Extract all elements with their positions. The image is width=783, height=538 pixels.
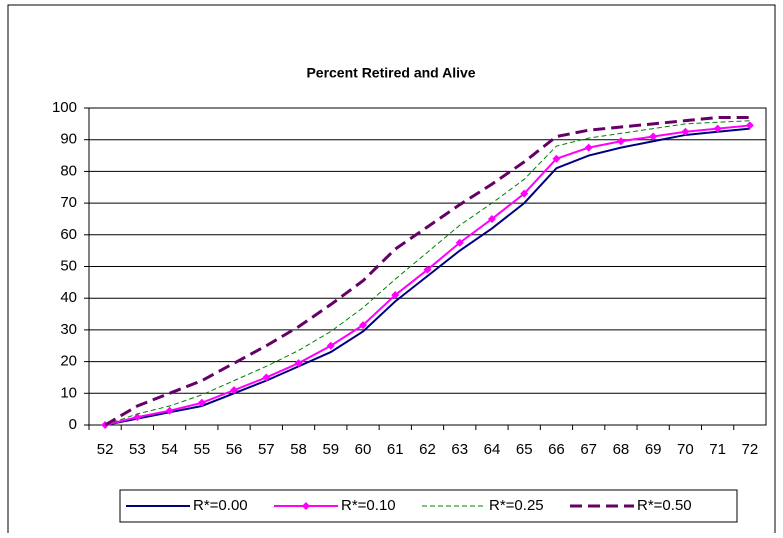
point-marker (391, 291, 400, 300)
point-marker (681, 127, 690, 136)
series-line (104, 116, 750, 427)
x-tick-label: 66 (548, 441, 565, 458)
point-marker (745, 121, 754, 130)
point-marker (359, 321, 368, 330)
y-tick-label: 80 (60, 162, 77, 179)
x-tick-label: 52 (97, 441, 114, 458)
y-tick-label: 90 (60, 131, 77, 148)
chart-title: Percent Retired and Alive (306, 65, 475, 81)
x-tick-label: 71 (709, 441, 726, 458)
legend-label: R*=0.25 (489, 497, 544, 514)
x-tick-label: 70 (677, 441, 694, 458)
legend-label: R*=0.10 (341, 497, 396, 514)
y-tick-label: 30 (60, 321, 77, 338)
x-tick-label: 67 (580, 441, 597, 458)
legend-label: R*=0.50 (637, 497, 692, 514)
x-tick-label: 55 (193, 441, 210, 458)
x-tick-label: 53 (129, 441, 146, 458)
x-tick-label: 56 (226, 441, 243, 458)
series-line (104, 127, 750, 426)
x-tick-label: 63 (451, 441, 468, 458)
point-marker (520, 189, 529, 198)
point-marker (165, 406, 174, 415)
y-tick-label: 20 (60, 353, 77, 370)
legend-box (119, 489, 738, 523)
point-marker (713, 124, 722, 133)
plot-frame (88, 107, 767, 426)
point-marker (294, 359, 303, 368)
point-marker (584, 143, 593, 152)
point-marker (197, 398, 206, 407)
legend-label: R*=0.00 (193, 497, 248, 514)
point-marker (487, 214, 496, 223)
x-tick-label: 62 (419, 441, 436, 458)
point-marker (616, 137, 625, 146)
x-tick-label: 69 (645, 441, 662, 458)
y-tick-label: 10 (60, 384, 77, 401)
x-tick-label: 60 (355, 441, 372, 458)
y-tick-label: 100 (52, 99, 77, 116)
point-marker (133, 413, 142, 422)
point-marker (262, 373, 271, 382)
point-marker (423, 265, 432, 274)
point-marker (455, 238, 464, 247)
point-marker (326, 341, 335, 350)
x-tick-label: 59 (322, 441, 339, 458)
point-marker (230, 386, 239, 395)
chart-frame (7, 4, 776, 533)
x-tick-label: 68 (613, 441, 630, 458)
x-tick-label: 58 (290, 441, 307, 458)
series-line (104, 120, 750, 426)
y-tick-label: 70 (60, 194, 77, 211)
y-tick-label: 40 (60, 289, 77, 306)
x-tick-label: 57 (258, 441, 275, 458)
legend-marker (302, 502, 310, 510)
x-tick-label: 72 (742, 441, 759, 458)
point-marker (552, 154, 561, 163)
y-tick-label: 0 (69, 416, 77, 433)
x-tick-label: 54 (161, 441, 178, 458)
x-tick-label: 61 (387, 441, 404, 458)
x-tick-label: 64 (484, 441, 501, 458)
y-tick-label: 60 (60, 226, 77, 243)
point-marker (649, 132, 658, 141)
x-tick-label: 65 (516, 441, 533, 458)
y-tick-label: 50 (60, 257, 77, 274)
